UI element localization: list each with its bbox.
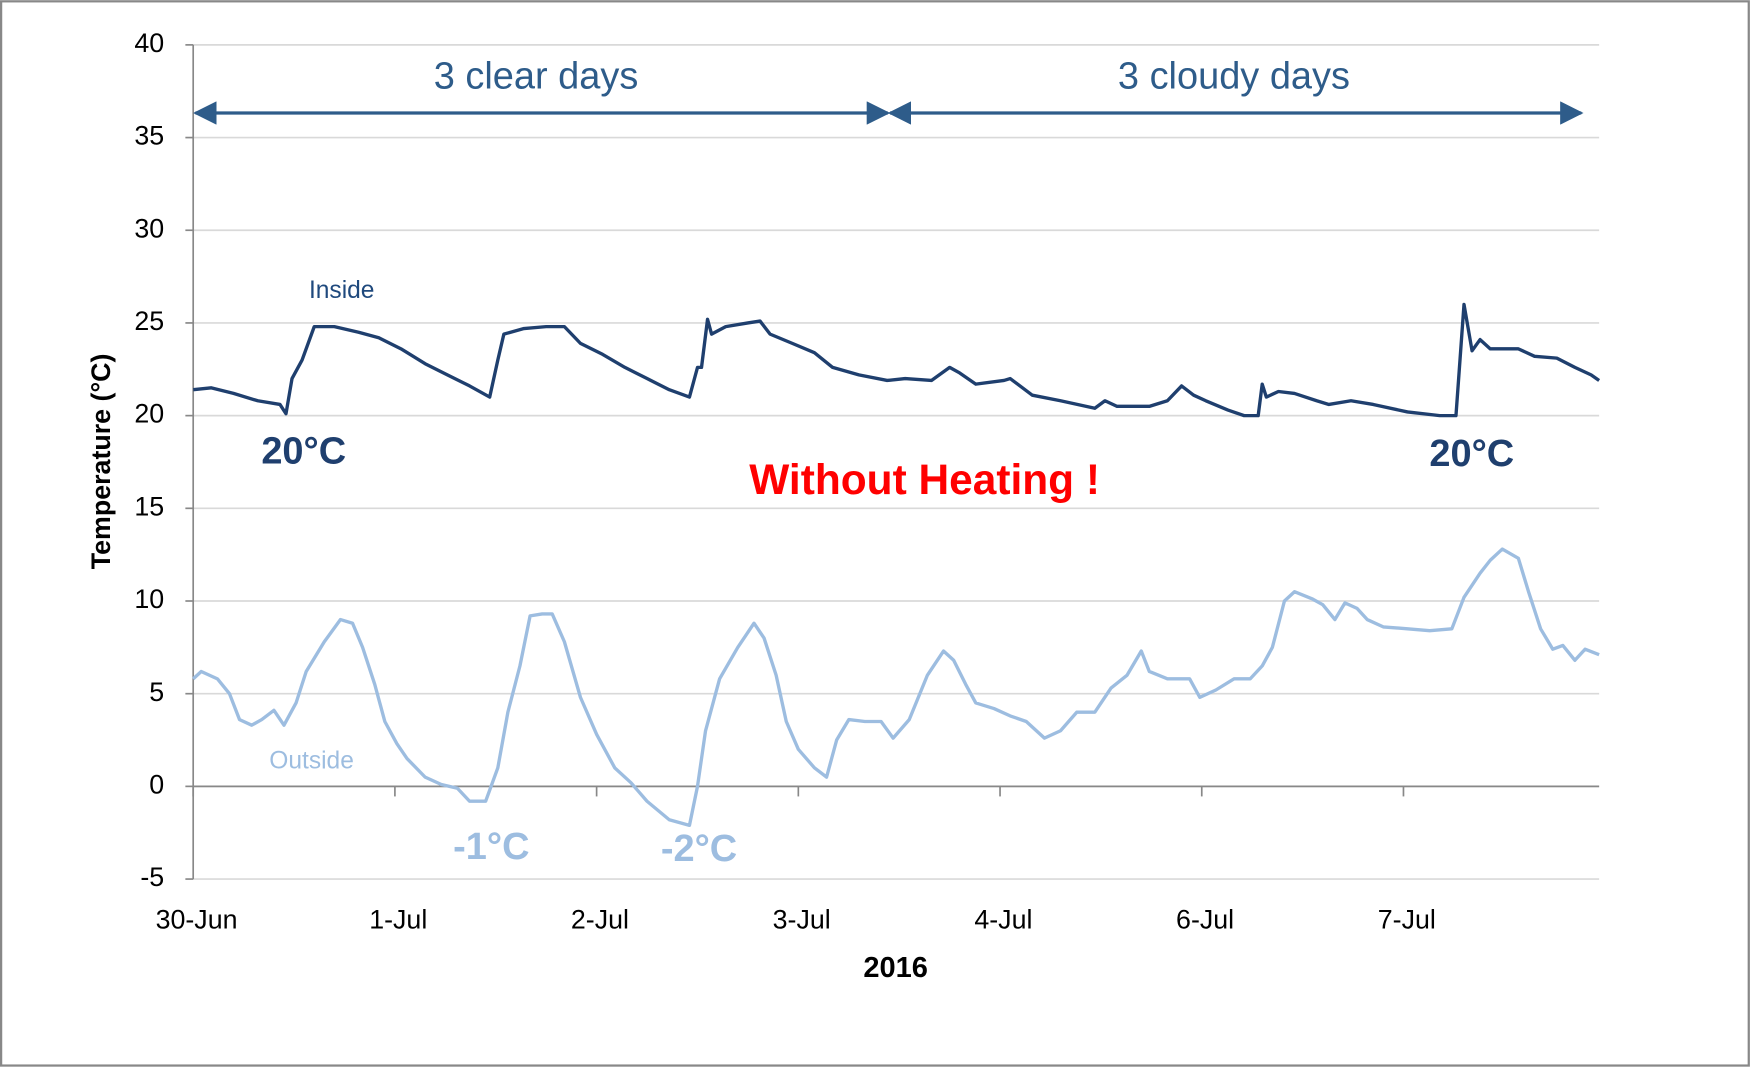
- labels: -5 0 5 10 15 20 25 30 35 40 30-Jun 1-Jul 2-Jul 3-Jul 4…: [134, 28, 1436, 935]
- annotation: -1°C: [453, 826, 529, 868]
- x-tick-label: 2-Jul: [571, 905, 629, 935]
- x-tick-label: 6-Jul: [1176, 905, 1234, 935]
- plot-area: [192, 302, 1601, 828]
- line-series: [192, 547, 1600, 828]
- y-tick-label: -5: [140, 862, 164, 892]
- y-tick-label: 0: [149, 769, 164, 799]
- x-tick-label: 1-Jul: [369, 905, 427, 935]
- line-series: [193, 302, 1601, 418]
- x-axis-title: 2016: [863, 952, 928, 984]
- annotation: 20°C: [261, 431, 346, 473]
- x-tick-label: 30-Jun: [156, 905, 238, 935]
- grid: [185, 44, 1600, 880]
- y-tick-label: 10: [134, 584, 164, 614]
- x-tick-label: 4-Jul: [974, 905, 1032, 935]
- x-tick-label: 7-Jul: [1378, 905, 1436, 935]
- y-tick-label: 20: [134, 399, 164, 429]
- annotation: Without Heating !: [749, 456, 1100, 503]
- annotation: 3 clear days: [434, 55, 639, 97]
- y-tick-label: 35: [134, 121, 164, 151]
- y-tick-label: 25: [134, 306, 164, 336]
- y-tick-label: 40: [134, 28, 164, 58]
- annotation: Inside: [309, 277, 375, 304]
- annotation: -2°C: [661, 828, 737, 870]
- annotation: Outside: [269, 747, 354, 774]
- y-tick-label: 15: [134, 491, 164, 521]
- annotation: 20°C: [1429, 433, 1514, 475]
- y-tick-label: 30: [134, 213, 164, 243]
- y-tick-label: 5: [149, 677, 164, 707]
- x-tick-label: 3-Jul: [773, 905, 831, 935]
- annotation: 3 cloudy days: [1118, 55, 1350, 97]
- y-axis-title: Temperature (°C): [86, 354, 116, 570]
